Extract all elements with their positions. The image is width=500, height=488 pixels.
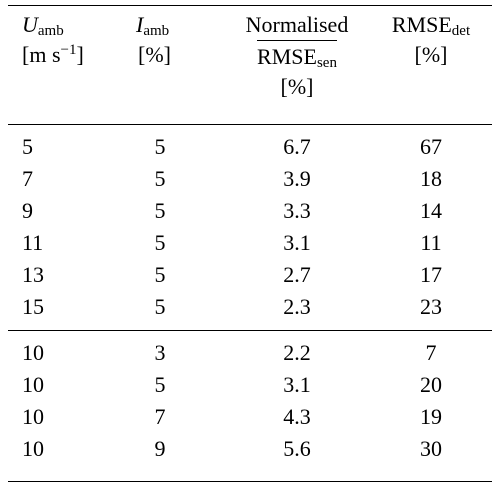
i-unit: [%] — [138, 42, 171, 67]
cell-i: 3 — [154, 340, 166, 365]
cell-normalised: 3.3 — [283, 198, 311, 223]
cell-rmse-det: 67 — [420, 134, 442, 159]
bottom-rule — [8, 481, 492, 483]
header-rmse-det: RMSEdet [%] — [379, 10, 483, 70]
cell-normalised: 4.3 — [283, 404, 311, 429]
cell-u: 7 — [22, 166, 33, 191]
i-symbol: I — [136, 12, 144, 37]
i-subscript: amb — [143, 23, 170, 39]
u-symbol: U — [22, 12, 38, 37]
table-row: 15 5 2.3 23 — [0, 290, 500, 324]
cell-normalised: 3.1 — [283, 230, 311, 255]
rmse-sen-main: RMSE — [257, 44, 317, 69]
table-row: 11 5 3.1 11 — [0, 226, 500, 260]
u-unit-exponent: −1 — [60, 42, 77, 58]
table-row: 7 5 3.9 18 — [0, 162, 500, 196]
cell-i: 5 — [154, 134, 166, 159]
cell-u: 9 — [22, 198, 33, 223]
normalised-label: Normalised — [245, 12, 349, 37]
cell-u: 11 — [22, 230, 44, 255]
cell-normalised: 6.7 — [283, 134, 311, 159]
cell-i: 7 — [154, 404, 166, 429]
table-row: 9 5 3.3 14 — [0, 194, 500, 228]
cell-i: 5 — [154, 294, 166, 319]
cell-rmse-det: 14 — [420, 198, 442, 223]
cell-normalised: 5.6 — [283, 436, 311, 461]
cell-rmse-det: 19 — [420, 404, 442, 429]
cell-rmse-det: 7 — [425, 340, 437, 365]
u-unit-suffix: ] — [76, 42, 84, 67]
cell-rmse-det: 18 — [420, 166, 442, 191]
header-i-amb: Iamb [%] — [136, 10, 171, 70]
cell-rmse-det: 11 — [420, 230, 442, 255]
normalised-unit: [%] — [280, 74, 314, 99]
table-row: 13 5 2.7 17 — [0, 258, 500, 292]
cell-i: 9 — [154, 436, 166, 461]
table-row: 10 7 4.3 19 — [0, 400, 500, 434]
cell-u: 10 — [22, 436, 44, 461]
cell-u: 13 — [22, 262, 44, 287]
header-normalised: Normalised RMSEsen [%] — [222, 10, 372, 102]
rmse-sen-label: RMSEsen — [257, 40, 337, 72]
top-rule — [8, 5, 492, 7]
header-u-amb: Uamb [m s−1] — [22, 10, 84, 70]
cell-i: 5 — [154, 230, 166, 255]
cell-normalised: 3.9 — [283, 166, 311, 191]
cell-u: 15 — [22, 294, 44, 319]
cell-u: 10 — [22, 340, 44, 365]
cell-u: 10 — [22, 404, 44, 429]
cell-u: 5 — [22, 134, 33, 159]
u-unit-prefix: [m s — [22, 42, 61, 67]
table-row: 5 5 6.7 67 — [0, 130, 500, 164]
cell-normalised: 2.2 — [283, 340, 311, 365]
header-rule — [8, 124, 492, 125]
cell-i: 5 — [154, 166, 166, 191]
u-unit: [m s−1] — [22, 40, 84, 70]
rmse-det-main: RMSE — [391, 12, 452, 37]
cell-normalised: 3.1 — [283, 372, 311, 397]
cell-rmse-det: 17 — [420, 262, 442, 287]
u-subscript: amb — [37, 23, 64, 39]
table-row: 10 3 2.2 7 — [0, 336, 500, 370]
cell-i: 5 — [154, 372, 166, 397]
table-row: 10 5 3.1 20 — [0, 368, 500, 402]
cell-u: 10 — [22, 372, 44, 397]
table-row: 10 9 5.6 30 — [0, 432, 500, 466]
cell-normalised: 2.3 — [283, 294, 311, 319]
rmse-sen-subscript: sen — [316, 55, 337, 71]
cell-rmse-det: 30 — [420, 436, 442, 461]
cell-rmse-det: 20 — [420, 372, 442, 397]
rmse-det-unit: [%] — [414, 42, 448, 67]
rmse-det-subscript: det — [451, 23, 471, 39]
cell-i: 5 — [154, 198, 166, 223]
cell-rmse-det: 23 — [420, 294, 442, 319]
cell-i: 5 — [154, 262, 166, 287]
group-separator-rule — [8, 330, 492, 331]
cell-normalised: 2.7 — [283, 262, 311, 287]
